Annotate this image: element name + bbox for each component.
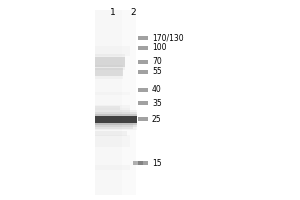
Bar (95, 108, 130, 112)
Text: 15: 15 (152, 158, 162, 168)
Bar (95, 114, 137, 125)
Bar (138, 101, 148, 105)
Text: 35: 35 (152, 98, 162, 108)
Bar (95, 123, 133, 129)
Bar (138, 117, 148, 121)
Bar (95, 10, 122, 195)
Bar (122, 10, 136, 195)
Text: 55: 55 (152, 68, 162, 76)
Bar (138, 88, 148, 92)
Bar (95, 165, 130, 170)
Bar (95, 65, 123, 79)
Bar (95, 68, 123, 76)
Bar (138, 60, 148, 64)
Bar (95, 46, 130, 56)
Bar (95, 131, 127, 136)
Bar (138, 46, 148, 50)
Bar (138, 36, 148, 40)
Text: 1: 1 (110, 8, 116, 17)
Bar (95, 110, 137, 130)
Text: 2: 2 (130, 8, 136, 17)
Text: 170/130: 170/130 (152, 33, 184, 43)
Bar (95, 105, 130, 115)
Bar (95, 92, 130, 95)
Bar (138, 70, 148, 74)
Text: 100: 100 (152, 44, 166, 52)
Bar (138, 161, 148, 165)
Bar (95, 112, 137, 127)
Bar (95, 135, 130, 147)
Bar (95, 57, 125, 67)
Text: 25: 25 (152, 114, 162, 123)
Bar (95, 54, 125, 70)
Text: 70: 70 (152, 58, 162, 66)
Bar (95, 116, 137, 123)
Bar (133, 161, 143, 165)
Bar (95, 106, 120, 110)
Text: 40: 40 (152, 86, 162, 95)
